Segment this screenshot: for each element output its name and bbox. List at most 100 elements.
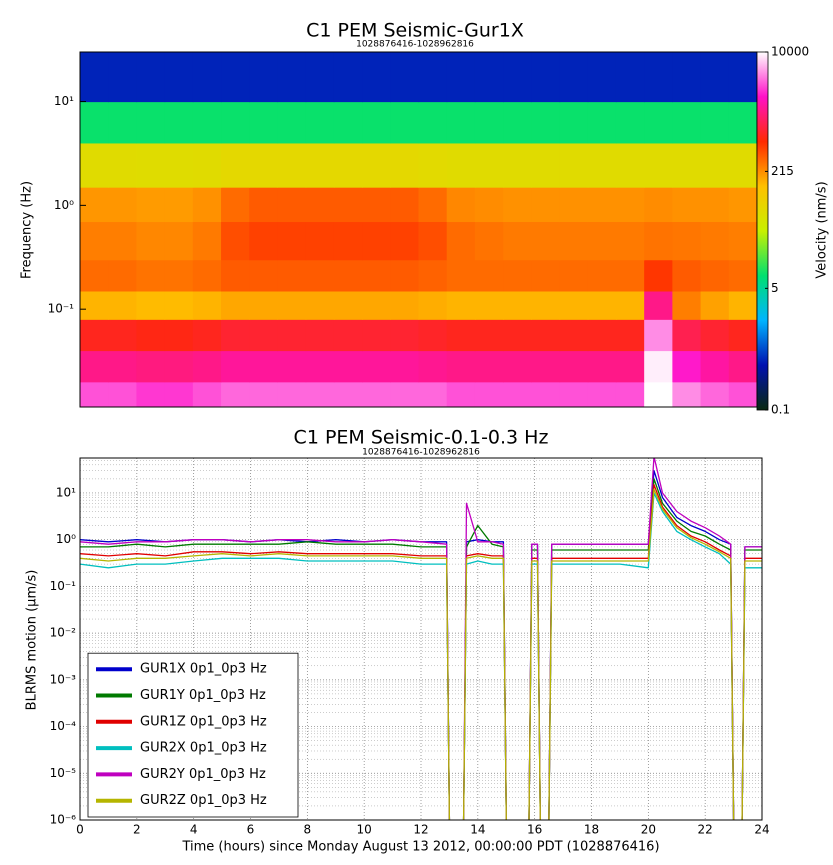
heatmap-cell [221, 290, 250, 320]
heatmap-cell [108, 142, 138, 188]
heatmap-cell [333, 221, 363, 261]
heatmap-cell [80, 319, 109, 352]
y-tick-label: 10⁻⁵ [50, 766, 77, 780]
heatmap-cell [672, 142, 702, 188]
heatmap-cell [728, 259, 757, 292]
heatmap-cell [446, 187, 476, 223]
heatmap-cell [136, 101, 166, 144]
heatmap-cell [474, 101, 504, 144]
x-tick-label: 22 [698, 823, 713, 837]
heatmap-cell [728, 187, 757, 223]
heatmap-cell [672, 259, 702, 292]
heatmap-cell [615, 319, 645, 352]
heatmap-cell [503, 290, 532, 320]
heatmap-cell [474, 290, 504, 320]
heatmap-cell [418, 350, 448, 383]
heatmap-cell [80, 52, 109, 103]
heatmap-cell [333, 350, 363, 383]
heatmap-cell [80, 221, 109, 261]
heatmap-cell [672, 221, 702, 261]
heatmap-cell [728, 142, 757, 188]
heatmap-cell [474, 187, 504, 223]
heatmap-cell [644, 221, 673, 261]
heatmap-cell [418, 259, 448, 292]
y-tick-label: 10⁻¹ [48, 302, 75, 316]
heatmap-cell [80, 187, 109, 223]
x-tick-label: 2 [133, 823, 141, 837]
heatmap-cell [700, 319, 730, 352]
heatmap-cell [559, 381, 589, 407]
heatmap-cell [108, 350, 138, 383]
heatmap-cell [333, 101, 363, 144]
heatmap-cell [587, 259, 617, 292]
heatmap-cell [390, 290, 420, 320]
legend-label: GUR2X 0p1_0p3 Hz [140, 741, 267, 756]
heatmap-cell [136, 142, 166, 188]
heatmap-cell [531, 52, 561, 103]
heatmap-cell [474, 52, 504, 103]
y-tick-label: 10⁰ [56, 532, 76, 546]
heatmap-cell [503, 259, 532, 292]
heatmap-cell [277, 381, 307, 407]
heatmap-cell [277, 52, 307, 103]
heatmap-cell [728, 52, 757, 103]
heatmap-cell [192, 52, 222, 103]
heatmap-cell [587, 290, 617, 320]
heatmap-cell [221, 187, 250, 223]
heatmap-cell [362, 221, 391, 261]
heatmap-cell [192, 101, 222, 144]
heatmap-cell [700, 290, 730, 320]
heatmap-cell [390, 187, 420, 223]
chart-title: C1 PEM Seismic-0.1-0.3 Hz [294, 427, 549, 449]
heatmap-cell [700, 221, 730, 261]
x-tick-label: 6 [247, 823, 255, 837]
heatmap-cell [700, 187, 730, 223]
heatmap-cell [559, 290, 589, 320]
heatmap-cell [305, 221, 335, 261]
heatmap-cell [108, 101, 138, 144]
heatmap-cell [362, 52, 391, 103]
y-axis-label: Frequency (Hz) [20, 181, 35, 279]
x-tick-label: 0 [76, 823, 84, 837]
heatmap-cell [80, 290, 109, 320]
heatmap-cell [80, 101, 109, 144]
x-axis-label: Time (hours) since Monday August 13 2012… [181, 840, 659, 855]
heatmap-cell [559, 187, 589, 223]
heatmap-cell [503, 142, 532, 188]
heatmap-cell [644, 350, 673, 383]
heatmap-cell [587, 142, 617, 188]
heatmap-cell [672, 381, 702, 407]
heatmap-cell [164, 221, 194, 261]
heatmap-cell [108, 52, 138, 103]
heatmap-cell [446, 350, 476, 383]
heatmap-cell [474, 142, 504, 188]
x-tick-label: 16 [527, 823, 542, 837]
heatmap-cell [559, 101, 589, 144]
heatmap-cell [503, 319, 532, 352]
series-line [80, 488, 762, 820]
heatmap-cell [700, 350, 730, 383]
heatmap-cell [587, 350, 617, 383]
heatmap-cell [531, 259, 561, 292]
heatmap-cell [136, 350, 166, 383]
legend-label: GUR1Y 0p1_0p3 Hz [140, 688, 266, 703]
heatmap-cell [700, 52, 730, 103]
heatmap-cell [277, 101, 307, 144]
heatmap-cell [164, 52, 194, 103]
heatmap-cell [192, 350, 222, 383]
heatmap-cell [221, 101, 250, 144]
heatmap-cell [446, 290, 476, 320]
heatmap-cell [615, 259, 645, 292]
heatmap-cell [559, 350, 589, 383]
heatmap-cell [531, 142, 561, 188]
colorbar [756, 51, 769, 411]
heatmap-cell [362, 290, 391, 320]
heatmap-cell [418, 187, 448, 223]
legend-label: GUR1Z 0p1_0p3 Hz [140, 714, 267, 729]
series-line [80, 458, 762, 820]
heatmap-cell [108, 259, 138, 292]
heatmap-cell [474, 350, 504, 383]
heatmap-cell [559, 142, 589, 188]
heatmap-cell [531, 290, 561, 320]
